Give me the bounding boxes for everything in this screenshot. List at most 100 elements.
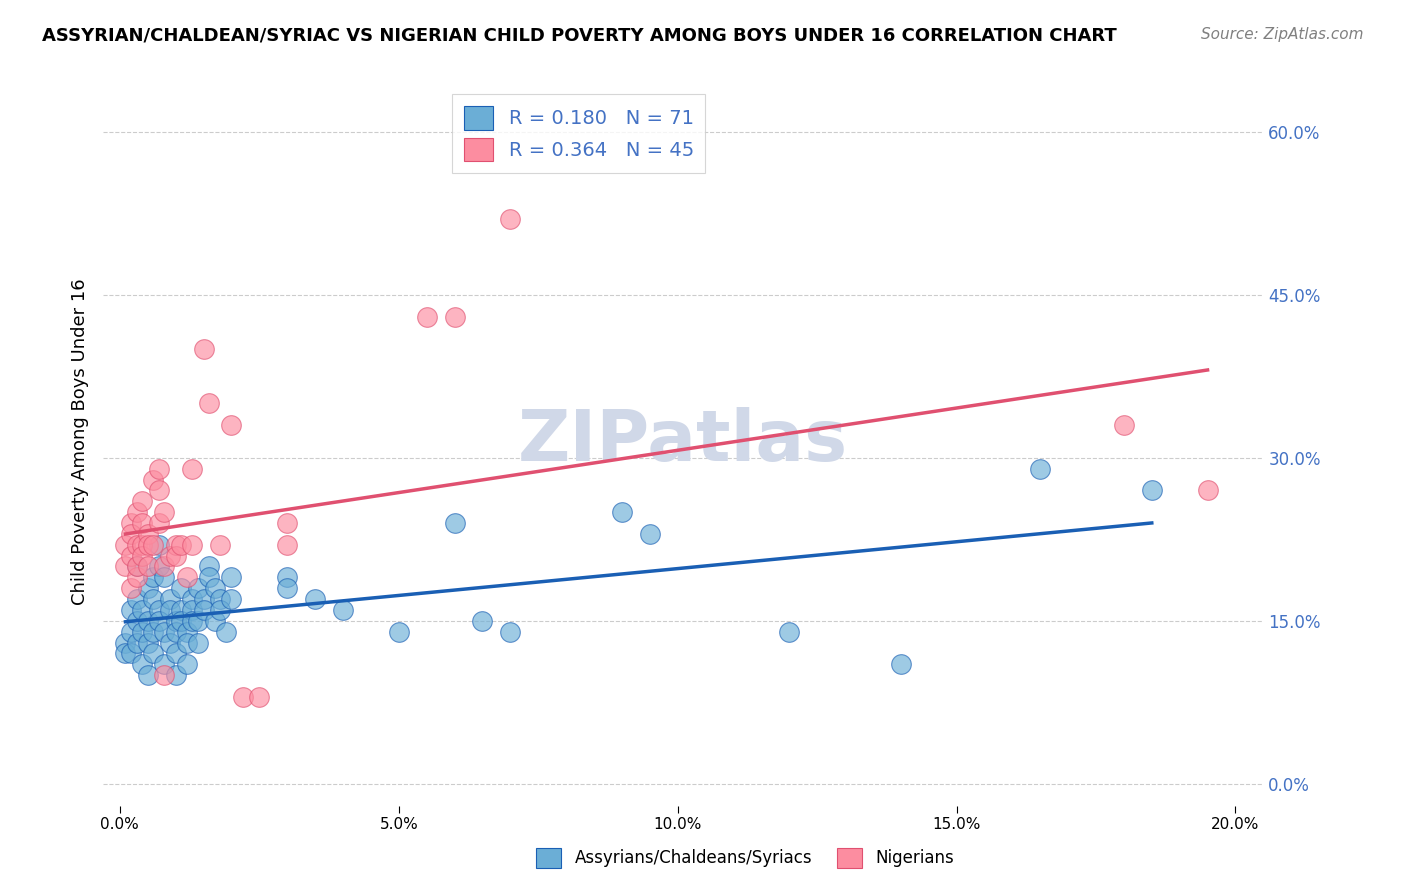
Point <box>153 668 176 682</box>
Point <box>176 635 198 649</box>
Point <box>142 570 165 584</box>
Point <box>221 418 243 433</box>
Point <box>181 461 204 475</box>
Point <box>142 592 165 607</box>
Point <box>1140 483 1163 498</box>
Point <box>131 538 153 552</box>
Point <box>125 614 148 628</box>
Point <box>165 538 187 552</box>
Point <box>170 581 193 595</box>
Point <box>1112 418 1135 433</box>
Point <box>153 657 176 672</box>
Point <box>221 592 243 607</box>
Point <box>136 635 159 649</box>
Point <box>120 624 142 639</box>
Point <box>142 624 165 639</box>
Point <box>148 538 170 552</box>
Point <box>159 635 181 649</box>
Point <box>181 592 204 607</box>
Point <box>638 527 661 541</box>
Point <box>131 494 153 508</box>
Point <box>176 570 198 584</box>
Point <box>153 559 176 574</box>
Point <box>125 635 148 649</box>
Point <box>198 396 221 410</box>
Point <box>131 549 153 563</box>
Point <box>304 592 326 607</box>
Point <box>136 527 159 541</box>
Point <box>198 570 221 584</box>
Point <box>221 570 243 584</box>
Point <box>153 624 176 639</box>
Point <box>499 211 522 226</box>
Point <box>193 603 215 617</box>
Point <box>159 549 181 563</box>
Point <box>170 603 193 617</box>
Point <box>148 516 170 530</box>
Point <box>125 592 148 607</box>
Point <box>165 647 187 661</box>
Point <box>125 505 148 519</box>
Point <box>388 624 411 639</box>
Point <box>165 668 187 682</box>
Point <box>114 635 136 649</box>
Point <box>181 603 204 617</box>
Point <box>159 603 181 617</box>
Point <box>215 624 238 639</box>
Point <box>148 614 170 628</box>
Point <box>165 549 187 563</box>
Point <box>170 614 193 628</box>
Point <box>153 570 176 584</box>
Point <box>610 505 633 519</box>
Point <box>193 592 215 607</box>
Point <box>153 505 176 519</box>
Point <box>443 516 465 530</box>
Point <box>415 310 437 324</box>
Point <box>187 581 209 595</box>
Point <box>204 614 226 628</box>
Point <box>176 624 198 639</box>
Point <box>187 635 209 649</box>
Point <box>120 527 142 541</box>
Text: ZIPatlas: ZIPatlas <box>519 407 848 476</box>
Point <box>136 538 159 552</box>
Point <box>204 581 226 595</box>
Point <box>890 657 912 672</box>
Point <box>120 549 142 563</box>
Point <box>131 516 153 530</box>
Point <box>176 657 198 672</box>
Text: ASSYRIAN/CHALDEAN/SYRIAC VS NIGERIAN CHILD POVERTY AMONG BOYS UNDER 16 CORRELATI: ASSYRIAN/CHALDEAN/SYRIAC VS NIGERIAN CHI… <box>42 27 1116 45</box>
Point <box>120 581 142 595</box>
Point <box>276 570 298 584</box>
Point <box>148 603 170 617</box>
Point <box>170 538 193 552</box>
Point <box>187 614 209 628</box>
Point <box>142 538 165 552</box>
Point <box>165 624 187 639</box>
Point <box>1197 483 1219 498</box>
Point <box>193 342 215 356</box>
Point <box>499 624 522 639</box>
Point <box>120 516 142 530</box>
Point <box>209 592 232 607</box>
Point <box>181 614 204 628</box>
Point <box>125 559 148 574</box>
Point <box>136 559 159 574</box>
Point <box>443 310 465 324</box>
Text: Source: ZipAtlas.com: Source: ZipAtlas.com <box>1201 27 1364 42</box>
Point <box>131 603 153 617</box>
Point <box>159 592 181 607</box>
Point <box>209 603 232 617</box>
Point <box>131 657 153 672</box>
Point <box>198 559 221 574</box>
Point <box>114 559 136 574</box>
Point <box>148 559 170 574</box>
Point <box>125 570 148 584</box>
Point <box>247 690 270 704</box>
Point <box>142 473 165 487</box>
Point <box>120 647 142 661</box>
Point <box>778 624 800 639</box>
Point <box>276 516 298 530</box>
Point <box>114 538 136 552</box>
Point <box>148 483 170 498</box>
